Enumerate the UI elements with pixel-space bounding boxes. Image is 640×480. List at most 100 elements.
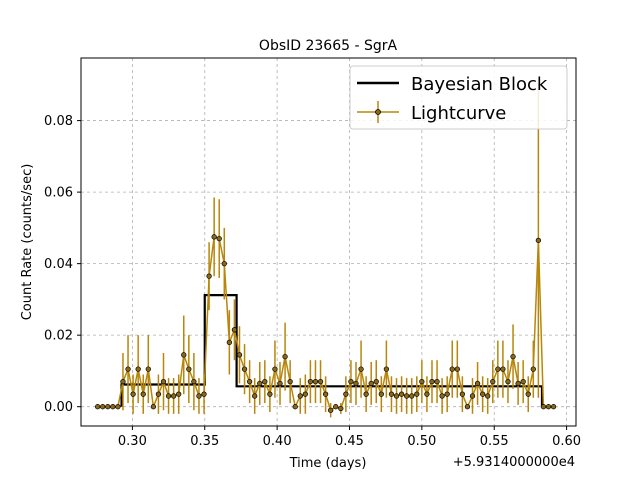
x-axis-offset-label: +5.9314000000e4 [453,455,575,470]
x-tick-label: 0.35 [190,434,219,449]
lightcurve-point [545,404,552,410]
lightcurve-point [353,380,359,387]
lightcurve-point [540,404,547,410]
lightcurve-point [505,379,511,385]
lightcurve-point [404,393,410,399]
lightcurve-point [424,391,430,397]
axes: 0.30 0.35 0.40 0.45 0.50 0.55 0.60 0.00 0.02 0.04… [44,114,581,449]
lightcurve-point [287,379,293,385]
lightcurve-point [125,366,131,372]
lightcurve-point [307,379,314,385]
chart-title: ObsID 23665 - SgrA [259,38,398,54]
lightcurve-point [414,391,420,397]
lightcurve-point [464,404,471,410]
lightcurve-point [444,391,450,397]
lightcurve-point [409,393,415,399]
y-tick-label: 0.00 [44,400,73,415]
lightcurve-point [490,379,496,385]
lightcurve-point [216,235,222,242]
lightcurve-point [459,391,466,397]
lightcurve-point [530,366,536,372]
lightcurve-point [186,366,192,372]
lightcurve-point [165,393,172,399]
lightcurve-point [388,391,395,397]
lightcurve-point [474,380,481,387]
lightcurve-point [510,353,516,360]
lightcurve-point [515,380,521,387]
lightcurve-point [110,404,116,410]
lightcurve-point [312,379,319,385]
lightcurve-point [495,366,501,372]
x-tick-label: 0.45 [335,434,364,449]
lightcurve-point [115,404,121,410]
lightcurve-point [439,393,445,399]
lightcurve-point [363,391,369,397]
y-tick-label: 0.04 [44,257,73,272]
lightcurve-point [550,404,557,410]
lightcurve-point [277,380,283,387]
lightcurve-point [343,391,349,397]
lightcurve-point [373,379,379,385]
lightcurve-point [383,366,390,372]
y-tick-label: 0.08 [44,114,73,129]
x-tick-label: 0.40 [263,434,292,449]
lightcurve-point [145,366,151,372]
x-axis-label: Time (days) [289,456,367,471]
lightcurve-point [500,366,506,372]
lightcurve-point [292,404,298,410]
lightcurve-point [221,260,227,267]
lightcurve-point [236,352,243,358]
lightcurve-point [206,273,212,279]
lightcurve-point [449,366,455,372]
legend-lightcurve-label: Lightcurve [411,103,506,124]
lightcurve-point [348,379,354,385]
lightcurve-point [272,366,278,372]
lightcurve-point [226,339,233,345]
lightcurve-point [520,379,526,385]
lightcurve-point [333,404,339,410]
lightcurve-point [160,379,167,385]
lightcurve-point [181,352,187,358]
plot-area [94,83,557,418]
lightcurve-point [535,237,542,244]
x-tick-label: 0.50 [407,434,436,449]
lightcurve-point [322,391,329,397]
lightcurve-point [176,391,182,397]
lightcurve-point [130,391,136,397]
lightcurve-point [398,391,405,397]
lightcurve-point [485,393,491,399]
lightcurve-point [419,379,425,385]
lightcurve-point [282,353,288,360]
x-tick-label: 0.60 [552,434,581,449]
lightcurve-point [328,407,334,413]
lightcurve-point [368,380,374,387]
lightcurve-point [393,393,400,399]
lightcurve-point [257,380,263,387]
lightcurve-point [338,405,344,412]
lightcurve-point [196,393,202,399]
lightcurve-point [140,391,146,397]
lightcurve-point [378,391,384,397]
lightcurve-point [469,393,476,399]
lightcurve-point [429,379,435,385]
lightcurve-point [94,404,101,410]
legend-box [349,65,568,130]
y-tick-label: 0.06 [44,186,73,201]
lightcurve-point [262,379,268,385]
lightcurve-point [150,404,157,410]
legend-lightcurve-marker [375,109,381,115]
lightcurve-point [211,234,217,240]
lightcurve-point [479,391,486,397]
lightcurve-point [100,404,106,410]
legend-bayesian-block-label: Bayesian Block [411,74,548,95]
lightcurve-point [454,366,460,372]
lightcurve-point [135,366,141,372]
plot-frame [80,57,577,427]
legend: Bayesian Block Lightcurve [349,65,568,130]
lightcurve-point [231,327,238,333]
y-tick-label: 0.02 [44,329,73,344]
lightcurve-point [155,391,162,397]
lightcurve-point [120,379,126,385]
lightcurve-point [358,366,364,372]
